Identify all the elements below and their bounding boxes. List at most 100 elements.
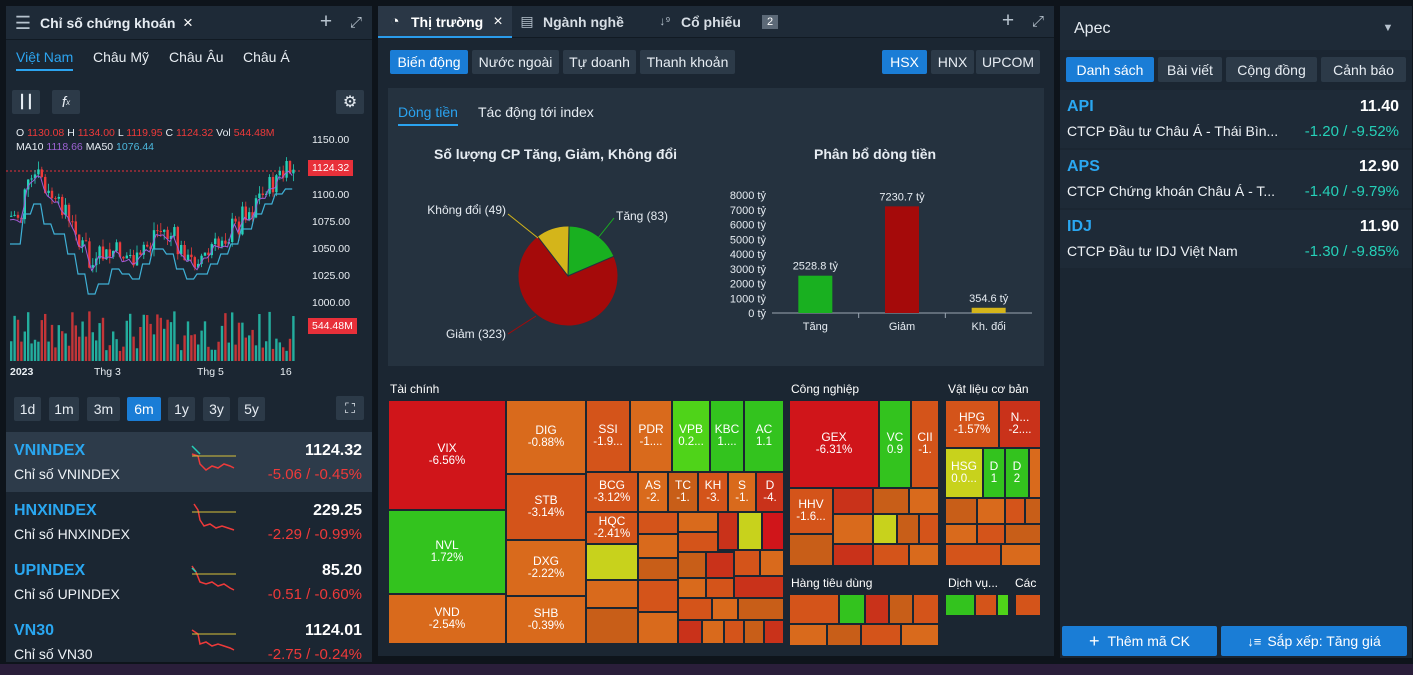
treemap-cell[interactable]: AC 1.1 — [744, 400, 784, 472]
treemap-cell[interactable] — [586, 608, 638, 644]
treemap-cell[interactable] — [1001, 544, 1041, 566]
treemap-cell[interactable] — [678, 598, 712, 620]
pie-slice-down[interactable] — [517, 235, 619, 327]
tab-list[interactable]: Danh sách — [1066, 57, 1154, 82]
list-item[interactable]: API CTCP Đầu tư Châu Á - Thái Bìn... 11.… — [1060, 90, 1412, 148]
treemap-cell[interactable] — [909, 544, 939, 566]
treemap-cell[interactable] — [760, 550, 784, 576]
treemap-cell[interactable] — [678, 532, 718, 552]
treemap-cell[interactable] — [734, 550, 760, 576]
treemap-cell[interactable] — [678, 620, 702, 644]
treemap-cell[interactable] — [861, 624, 901, 646]
treemap-cell[interactable]: VC 0.9 — [879, 400, 911, 488]
tab-industry[interactable]: ▤ Ngành nghề — [516, 6, 632, 38]
treemap-cell[interactable]: TC -1. — [668, 472, 698, 512]
treemap-cell[interactable]: S -1. — [728, 472, 756, 512]
treemap-cell[interactable]: SHB -0.39% — [506, 596, 586, 644]
tab-community[interactable]: Cộng đồng — [1226, 57, 1317, 82]
tab-stocks[interactable]: ↓⁹ Cổ phiếu 2 — [654, 6, 784, 38]
treemap-cell[interactable] — [833, 544, 873, 566]
treemap-cell[interactable] — [638, 534, 678, 558]
fullscreen-button[interactable]: ⛶ — [336, 396, 364, 420]
treemap-cell[interactable]: KH -3. — [698, 472, 728, 512]
chevron-down-icon[interactable]: ▼ — [1382, 22, 1394, 34]
subtab-foreign[interactable]: Nước ngoài — [472, 50, 559, 74]
tab-vietnam[interactable]: Việt Nam — [16, 49, 74, 71]
treemap-cell[interactable]: BCG -3.12% — [586, 472, 638, 512]
pie-slice-up[interactable] — [567, 225, 615, 277]
range-1y-button[interactable]: 1y — [168, 397, 195, 421]
subtab-movement[interactable]: Biến động — [390, 50, 468, 74]
tab-posts[interactable]: Bài viết — [1158, 57, 1222, 82]
treemap-cell[interactable] — [833, 488, 873, 514]
subtab-liquidity[interactable]: Thanh khoản — [640, 50, 735, 74]
treemap-cell[interactable] — [945, 594, 975, 616]
treemap-cell[interactable] — [873, 544, 909, 566]
treemap-cell[interactable] — [889, 594, 913, 624]
close-icon[interactable]: × — [493, 13, 503, 30]
treemap-cell[interactable] — [1025, 498, 1041, 524]
expand-icon[interactable]: ⤢ — [1031, 12, 1044, 30]
treemap-cell[interactable]: HQC -2.41% — [586, 512, 638, 544]
add-symbol-button[interactable]: + Thêm mã CK — [1062, 626, 1217, 656]
tab-asia[interactable]: Châu Á — [243, 49, 290, 65]
treemap-cell[interactable] — [789, 594, 839, 624]
treemap-cell[interactable]: STB -3.14% — [506, 474, 586, 540]
range-5y-button[interactable]: 5y — [238, 397, 265, 421]
sector-treemap[interactable]: Tài chính Công nghiệp Vật liệu cơ bản Hàng … — [388, 376, 1044, 648]
sort-button[interactable]: ↓≡ Sắp xếp: Tăng giá — [1221, 626, 1407, 656]
range-3m-button[interactable]: 3m — [87, 397, 120, 421]
treemap-cell[interactable]: VIX -6.56% — [388, 400, 506, 510]
treemap-cell[interactable] — [789, 624, 827, 646]
list-item[interactable]: IDJ CTCP Đầu tư IDJ Việt Nam 11.90 -1.30… — [1060, 210, 1412, 268]
treemap-cell[interactable] — [1005, 524, 1041, 544]
treemap-cell[interactable] — [901, 624, 939, 646]
treemap-cell[interactable]: HSG 0.0... — [945, 448, 983, 498]
tab-alerts[interactable]: Cảnh báo — [1321, 57, 1406, 82]
inner-tab-cashflow[interactable]: Dòng tiền — [398, 104, 458, 126]
treemap-cell[interactable]: VND -2.54% — [388, 594, 506, 644]
price-chart[interactable] — [6, 156, 372, 366]
treemap-cell[interactable] — [945, 544, 1001, 566]
treemap-cell[interactable]: HPG -1.57% — [945, 400, 999, 448]
treemap-cell[interactable]: NVL 1.72% — [388, 510, 506, 594]
treemap-cell[interactable]: GEX -6.31% — [789, 400, 879, 488]
treemap-cell[interactable] — [586, 544, 638, 580]
treemap-cell[interactable] — [744, 620, 764, 644]
treemap-cell[interactable] — [919, 514, 939, 544]
treemap-cell[interactable] — [764, 620, 784, 644]
range-3y-button[interactable]: 3y — [203, 397, 230, 421]
treemap-cell[interactable] — [1015, 594, 1041, 616]
settings-button[interactable]: ⚙ — [336, 90, 364, 114]
list-item[interactable]: VN30 Chỉ số VN30 1124.01 -2.75 / -0.24% — [14, 622, 362, 662]
range-1m-button[interactable]: 1m — [49, 397, 79, 421]
treemap-cell[interactable] — [638, 580, 678, 612]
treemap-cell[interactable] — [789, 534, 833, 566]
treemap-cell[interactable] — [638, 612, 678, 644]
treemap-cell[interactable]: AS -2. — [638, 472, 668, 512]
watchlist-header[interactable]: Apec ▼ — [1060, 6, 1412, 50]
treemap-cell[interactable] — [678, 552, 706, 578]
treemap-cell[interactable] — [586, 580, 638, 608]
bar-0[interactable] — [798, 275, 833, 313]
bar-chart[interactable]: 8000 tỷ 7000 tỷ 6000 tỷ 5000 tỷ 4000 tỷ 3000 … — [708, 178, 1044, 366]
treemap-cell[interactable] — [678, 578, 706, 598]
close-icon[interactable]: × — [183, 13, 193, 32]
subtab-proprietary[interactable]: Tự doanh — [563, 50, 636, 74]
treemap-cell[interactable] — [873, 514, 897, 544]
treemap-cell[interactable] — [678, 512, 718, 532]
add-icon[interactable]: + — [1001, 9, 1015, 32]
inner-tab-impact[interactable]: Tác động tới index — [478, 104, 594, 120]
treemap-cell[interactable] — [839, 594, 865, 624]
treemap-cell[interactable] — [865, 594, 889, 624]
list-item[interactable]: VNINDEX Chỉ số VNINDEX 1124.32 -5.06 / -… — [6, 432, 372, 492]
bar-2[interactable] — [971, 307, 1006, 313]
treemap-cell[interactable] — [873, 488, 909, 514]
treemap-cell[interactable]: CII -1. — [911, 400, 939, 488]
tab-europe[interactable]: Châu Âu — [169, 49, 224, 65]
treemap-cell[interactable] — [718, 512, 738, 550]
treemap-cell[interactable]: SSI -1.9... — [586, 400, 630, 472]
treemap-cell[interactable] — [997, 594, 1009, 616]
